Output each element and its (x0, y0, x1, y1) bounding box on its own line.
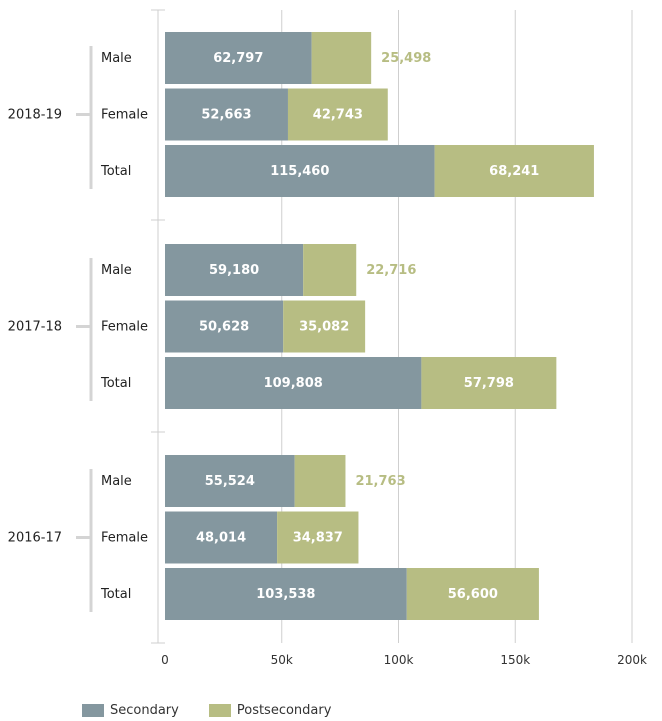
data-label-postsecondary-2-1: 34,837 (293, 531, 343, 546)
data-label-postsecondary-1-2: 57,798 (464, 376, 514, 391)
bar-postsecondary-0-0 (311, 32, 372, 84)
data-label-postsecondary-0-1: 42,743 (313, 108, 363, 123)
row-label-0-0: Male (101, 51, 132, 66)
bar-secondary-1-2 (165, 357, 422, 409)
data-label-secondary-2-0: 55,524 (205, 474, 255, 489)
data-label-secondary-0-0: 62,797 (213, 51, 263, 66)
legend-label-postsecondary: Postsecondary (236, 703, 332, 718)
data-label-postsecondary-0-0: 25,498 (381, 51, 431, 66)
legend: Secondary Postsecondary (82, 703, 331, 718)
legend-swatch-postsecondary (208, 704, 231, 717)
x-tick-label-1: 50k (271, 653, 293, 667)
stacked-bar-chart: 0 50k 100k 150k 200k 2018-19 Male 62,797 25,498 F… (8, 9, 647, 667)
legend-label-secondary: Secondary (110, 703, 179, 718)
bar-postsecondary-2-1 (277, 511, 359, 564)
row-label-1-0: Male (101, 263, 132, 278)
data-label-secondary-2-2: 103,538 (256, 587, 315, 602)
data-label-secondary-1-1: 50,628 (199, 320, 249, 335)
data-label-secondary-0-2: 115,460 (270, 164, 329, 179)
bar-secondary-2-2 (165, 568, 407, 620)
data-label-secondary-1-0: 59,180 (209, 263, 259, 278)
x-tick-label-3: 150k (500, 653, 530, 667)
row-label-1-1: Female (101, 320, 148, 335)
row-label-2-1: Female (101, 531, 148, 546)
row-label-2-2: Total (100, 587, 131, 602)
bar-secondary-1-0 (165, 244, 304, 296)
bar-postsecondary-0-2 (434, 145, 594, 197)
bar-secondary-0-1 (165, 88, 288, 141)
bar-postsecondary-1-2 (421, 357, 557, 409)
group-label-0: 2018-19 (8, 108, 62, 123)
row-label-0-2: Total (100, 164, 131, 179)
bar-postsecondary-0-1 (287, 88, 388, 141)
bar-secondary-2-0 (165, 455, 295, 507)
data-label-postsecondary-0-2: 68,241 (489, 164, 539, 179)
row-label-2-0: Male (101, 474, 132, 489)
bar-secondary-0-0 (165, 32, 312, 84)
bar-postsecondary-1-1 (283, 300, 366, 353)
data-label-secondary-2-1: 48,014 (196, 531, 246, 546)
legend-swatch-secondary (82, 704, 104, 717)
bar-secondary-0-2 (165, 145, 435, 197)
data-label-secondary-0-1: 52,663 (201, 108, 251, 123)
bar-secondary-2-1 (165, 511, 278, 564)
x-tick-label-4: 200k (617, 653, 647, 667)
data-label-postsecondary-2-2: 56,600 (448, 587, 498, 602)
x-tick-label-0: 0 (161, 653, 169, 667)
bar-postsecondary-1-0 (303, 244, 357, 296)
group-label-1: 2017-18 (8, 320, 62, 335)
bar-postsecondary-2-2 (406, 568, 539, 620)
bar-secondary-1-1 (165, 300, 284, 353)
row-label-0-1: Female (101, 108, 148, 123)
legend-item-postsecondary[interactable]: Postsecondary (208, 703, 332, 718)
bar-postsecondary-2-0 (294, 455, 346, 507)
x-tick-label-2: 100k (384, 653, 414, 667)
data-label-postsecondary-1-0: 22,716 (366, 263, 416, 278)
data-label-secondary-1-2: 109,808 (264, 376, 323, 391)
row-label-1-2: Total (100, 376, 131, 391)
data-label-postsecondary-2-0: 21,763 (355, 474, 405, 489)
data-label-postsecondary-1-1: 35,082 (299, 320, 349, 335)
legend-item-secondary[interactable]: Secondary (82, 703, 179, 718)
group-label-2: 2016-17 (8, 531, 62, 546)
